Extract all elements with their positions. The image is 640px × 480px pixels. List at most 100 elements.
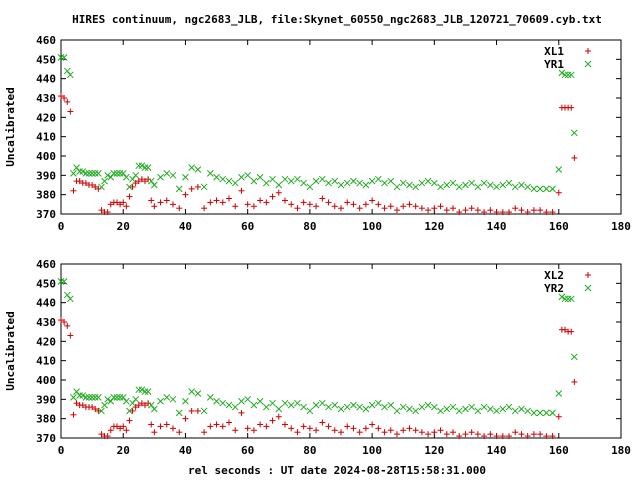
data-point-YR2 xyxy=(110,394,118,401)
data-point-YR2 xyxy=(138,386,146,394)
data-point-YR1 xyxy=(437,183,444,191)
data-point-YR1 xyxy=(462,181,469,189)
data-point-YR2 xyxy=(194,390,202,397)
data-point-YR1 xyxy=(368,177,376,185)
data-point-XL2 xyxy=(132,404,139,411)
data-point-XL2 xyxy=(176,429,183,436)
data-point-YR2 xyxy=(356,403,364,411)
data-point-YR1 xyxy=(549,185,556,193)
data-point-YR1 xyxy=(157,173,164,181)
data-point-XL2 xyxy=(369,421,376,428)
data-point-XL1 xyxy=(474,207,481,214)
data-point-XL2 xyxy=(362,425,369,432)
data-point-XL2 xyxy=(148,421,155,428)
top-y-tick-label: 430 xyxy=(36,92,56,105)
data-point-XL1 xyxy=(207,199,214,206)
data-point-YR1 xyxy=(98,183,105,191)
data-point-YR2 xyxy=(306,407,314,415)
data-point-XL2 xyxy=(443,431,450,438)
data-point-YR1 xyxy=(362,181,370,189)
data-point-XL1 xyxy=(142,178,148,185)
data-point-XL2 xyxy=(518,431,525,438)
data-point-XL2 xyxy=(282,421,288,428)
data-point-XL1 xyxy=(499,209,506,216)
data-point-XL1 xyxy=(188,185,195,192)
data-point-YR2 xyxy=(393,407,401,415)
data-point-XL1 xyxy=(58,93,64,100)
data-point-XL2 xyxy=(58,317,64,324)
data-point-YR1 xyxy=(66,71,74,79)
data-point-YR2 xyxy=(486,405,494,413)
data-point-XL2 xyxy=(188,407,195,414)
bottom-y-tick-label: 420 xyxy=(36,335,56,348)
data-point-XL1 xyxy=(104,209,111,216)
data-point-YR1 xyxy=(468,179,476,187)
series-XL2 xyxy=(58,317,578,440)
top-y-tick-label: 460 xyxy=(36,34,56,47)
data-point-XL1 xyxy=(157,199,164,206)
data-point-YR1 xyxy=(536,185,544,193)
data-point-YR1 xyxy=(126,183,133,191)
data-point-YR2 xyxy=(281,399,289,407)
data-point-YR2 xyxy=(122,397,130,405)
data-point-YR1 xyxy=(430,179,438,187)
data-point-YR2 xyxy=(94,394,102,401)
data-point-YR1 xyxy=(518,181,525,189)
data-point-YR2 xyxy=(325,403,332,411)
data-point-YR1 xyxy=(387,177,395,185)
data-point-YR1 xyxy=(94,170,102,177)
data-point-YR2 xyxy=(116,394,124,401)
data-point-YR2 xyxy=(126,407,133,415)
data-point-XL2 xyxy=(129,407,136,414)
data-point-XL1 xyxy=(129,183,136,190)
data-point-YR2 xyxy=(219,399,227,407)
data-point-YR1 xyxy=(219,175,227,183)
data-point-YR2 xyxy=(455,407,463,415)
bottom-y-tick-label: 440 xyxy=(36,297,56,310)
top-x-tick-label: 140 xyxy=(487,220,507,233)
data-point-XL2 xyxy=(474,431,481,438)
data-point-YR2 xyxy=(63,291,71,299)
data-point-XL2 xyxy=(418,429,425,436)
data-point-XL2 xyxy=(499,433,506,440)
data-point-XL1 xyxy=(275,189,282,196)
data-point-YR2 xyxy=(206,394,214,401)
data-point-YR1 xyxy=(76,168,84,175)
data-point-YR1 xyxy=(256,173,264,181)
top-x-tick-label: 160 xyxy=(549,220,569,233)
data-point-XL1 xyxy=(313,203,320,210)
data-point-YR1 xyxy=(524,183,532,191)
data-point-YR1 xyxy=(555,166,563,173)
data-point-XL2 xyxy=(201,429,208,436)
top-y-tick-label: 450 xyxy=(36,53,56,66)
data-point-XL1 xyxy=(443,207,450,214)
data-point-YR1 xyxy=(88,170,96,177)
data-point-XL1 xyxy=(123,203,130,210)
data-point-YR1 xyxy=(424,177,432,185)
top-y-tick-label: 410 xyxy=(36,131,56,144)
data-point-YR2 xyxy=(200,407,208,415)
data-point-YR1 xyxy=(561,71,569,79)
bottom-x-tick-label: 140 xyxy=(487,444,507,457)
data-point-XL1 xyxy=(213,197,220,204)
data-point-YR2 xyxy=(169,395,177,403)
legend-label-YR2: YR2 xyxy=(544,282,564,295)
data-point-YR1 xyxy=(281,175,289,183)
data-point-YR1 xyxy=(449,179,457,187)
data-point-XL2 xyxy=(387,427,394,434)
data-point-YR2 xyxy=(113,394,121,401)
data-point-YR2 xyxy=(175,409,183,417)
bottom-y-tick-label: 450 xyxy=(36,277,56,290)
data-point-YR1 xyxy=(194,166,202,173)
top-plot-panel: 0 20 40 60 80 100 120 140 160 180 370 380 390 400 410 4… xyxy=(4,34,631,233)
top-y-tick-label: 420 xyxy=(36,111,56,124)
bottom-y-axis-label: Uncalibrated xyxy=(4,311,17,390)
data-point-YR2 xyxy=(135,386,143,394)
bottom-x-tick-label: 100 xyxy=(362,444,382,457)
data-point-YR2 xyxy=(141,388,149,395)
bottom-y-tick-label: 410 xyxy=(36,355,56,368)
data-point-XL2 xyxy=(350,425,357,432)
data-point-XL1 xyxy=(325,199,332,206)
data-point-YR1 xyxy=(91,170,99,177)
data-point-XL2 xyxy=(79,402,86,409)
